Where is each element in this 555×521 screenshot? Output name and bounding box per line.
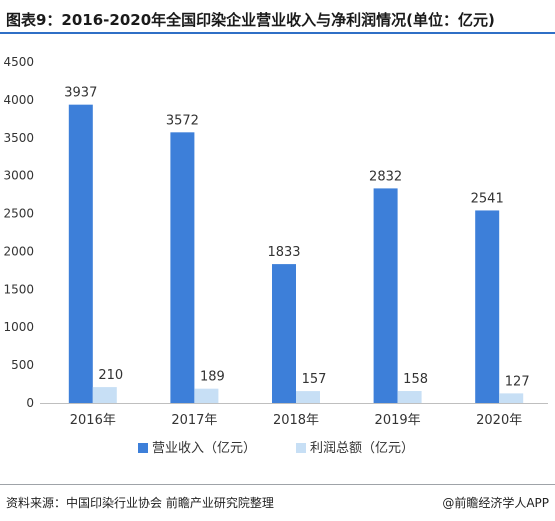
x-axis: 2016年 2017年 2018年 2019年 2020年 [40,403,548,428]
profit-data-label: 210 [98,368,123,383]
revenue-data-label: 2832 [369,169,402,184]
legend-swatch [296,443,306,453]
y-tick-label: 3500 [3,131,34,145]
y-tick-label: 3000 [3,169,34,183]
revenue-bar [68,104,93,403]
x-tick-label: 2016年 [70,413,116,428]
revenue-data-label: 3572 [166,113,199,128]
revenue-data-label: 3937 [64,86,97,101]
profit-data-label: 157 [302,372,327,387]
revenue-bar [272,264,296,403]
y-tick-label: 4500 [3,55,34,69]
profit-data-label: 127 [505,374,530,389]
revenue-bar [170,132,195,403]
profit-bar [397,391,422,403]
x-tick-label: 2017年 [171,413,217,428]
revenue-data-label: 2541 [471,191,504,206]
profit-bar [296,391,320,403]
revenue-bar [373,188,398,403]
bars: 3937 210 3572 189 1833 157 2832 158 2541 127 [64,86,530,403]
revenue-bar [475,210,500,403]
revenue-data-label: 1833 [267,245,300,260]
profit-bar [194,388,219,403]
profit-bar [499,393,524,403]
profit-data-label: 158 [403,372,428,387]
y-tick-label: 2500 [3,207,34,221]
legend: 营业收入（亿元） 利润总额（亿元） [138,441,414,456]
footer: 资料来源：中国印染行业协会 前瞻产业研究院整理 @前瞻经济学人APP [0,484,555,521]
x-tick-label: 2020年 [476,413,522,428]
y-tick-label: 1500 [3,282,34,296]
y-tick-label: 500 [11,358,34,372]
y-axis: 0 500 1000 1500 2000 2500 3000 3500 4000 4500 [3,55,34,410]
y-tick-label: 2000 [3,244,34,258]
y-tick-label: 4000 [3,93,34,107]
profit-bar [92,387,117,403]
x-tick-label: 2018年 [273,413,319,428]
legend-label: 营业收入（亿元） [152,441,256,456]
legend-label: 利润总额（亿元） [310,441,414,456]
x-tick-label: 2019年 [375,413,421,428]
chart-title: 图表9：2016-2020年全国印染企业营业收入与净利润情况(单位：亿元) [0,0,555,34]
source-note: 资料来源：中国印染行业协会 前瞻产业研究院整理 [6,496,274,510]
y-tick-label: 1000 [3,320,34,334]
legend-swatch [138,443,148,453]
y-tick-label: 0 [26,396,34,410]
brand-label: @前瞻经济学人APP [442,496,549,510]
profit-data-label: 189 [200,370,225,385]
bar-chart: 0 500 1000 1500 2000 2500 3000 3500 4000 4500 393… [3,55,548,456]
